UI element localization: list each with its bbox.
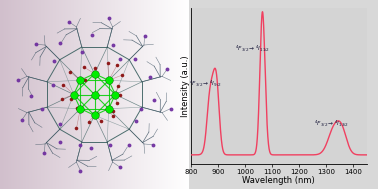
Text: $^4F_{3/2}\rightarrow^4I_{11/2}$: $^4F_{3/2}\rightarrow^4I_{11/2}$ — [235, 43, 271, 53]
X-axis label: Wavelength (nm): Wavelength (nm) — [242, 176, 315, 185]
Text: $^4F_{3/2}\rightarrow^4I_{9/2}$: $^4F_{3/2}\rightarrow^4I_{9/2}$ — [189, 79, 222, 88]
Text: $^4F_{3/2}\rightarrow^4I_{13/2}$: $^4F_{3/2}\rightarrow^4I_{13/2}$ — [314, 118, 349, 128]
Y-axis label: Intensity (a.u.): Intensity (a.u.) — [181, 55, 189, 117]
